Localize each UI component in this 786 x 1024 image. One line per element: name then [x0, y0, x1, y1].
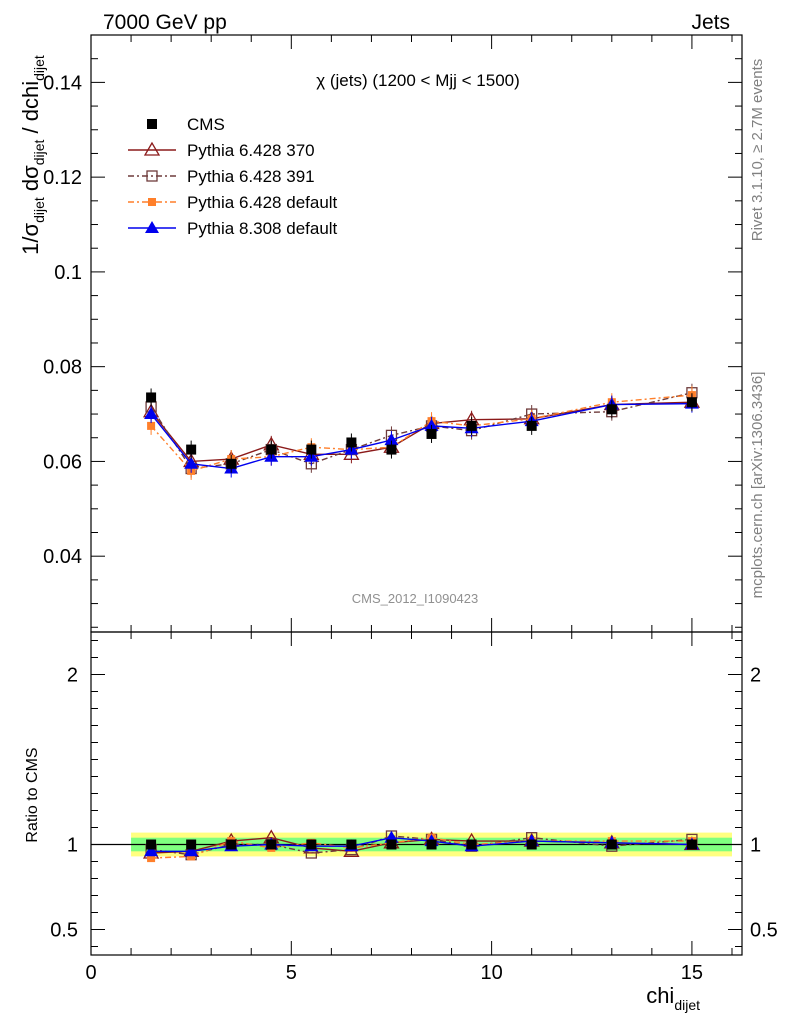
- main-series-group: [142, 383, 701, 480]
- ratio-point: [147, 854, 156, 863]
- ratio-series-cms: [146, 839, 697, 850]
- ratio-point: [686, 839, 697, 850]
- axis-ticks: 0 5 10 15 0.04 0.06 0.08 0.1 0.12 0.14 0.5 0.5 1 1 2 2: [43, 34, 778, 984]
- legend-marker: [146, 170, 158, 182]
- data-point: [266, 444, 277, 455]
- series-line: [150, 394, 692, 472]
- data-point: [426, 428, 437, 439]
- plot-title: χ (jets) (1200 < Mjj < 1500): [316, 71, 520, 90]
- header-right: Jets: [691, 11, 730, 34]
- ratio-point: [606, 839, 617, 850]
- legend-item: Pythia 6.428 370: [128, 141, 315, 160]
- legend-item: CMS: [147, 115, 225, 134]
- y-tick-label: 0.06: [43, 451, 82, 473]
- ratio-point: [266, 839, 277, 850]
- x-tick-label: 5: [286, 962, 297, 984]
- data-point: [184, 456, 199, 469]
- ratio-point: [306, 839, 317, 850]
- ratio-point: [526, 839, 537, 850]
- legend-item: Pythia 8.308 default: [128, 219, 338, 238]
- legend-marker: [145, 221, 159, 233]
- data-point: [384, 433, 399, 446]
- legend-label: Pythia 6.428 370: [187, 141, 315, 160]
- ratio-point: [386, 839, 397, 850]
- legend-label: Pythia 6.428 default: [187, 193, 338, 212]
- ratio-tick-label-right: 0.5: [750, 920, 778, 942]
- ratio-series-line: [151, 836, 692, 852]
- data-point: [466, 420, 477, 431]
- ratio-point: [426, 839, 437, 850]
- ratio-tick-label-right: 1: [750, 835, 761, 857]
- data-point: [526, 420, 537, 431]
- legend-marker: [147, 119, 157, 129]
- ratio-series-group: [142, 829, 701, 863]
- data-point: [146, 392, 157, 403]
- series-line: [150, 402, 692, 470]
- y-axis-label: 1/σdijet dσdijet / dchidijet: [18, 55, 47, 255]
- data-point: [147, 421, 156, 430]
- ratio-point: [466, 839, 477, 850]
- x-tick-label: 15: [681, 962, 703, 984]
- data-point: [686, 397, 697, 408]
- data-point: [186, 444, 197, 455]
- ratio-point: [186, 839, 197, 850]
- data-point: [606, 404, 617, 415]
- data-point: [306, 444, 317, 455]
- series-cms: [146, 388, 697, 473]
- ratio-series-line: [151, 835, 692, 856]
- ratio-point: [187, 852, 196, 861]
- legend-marker: [143, 141, 161, 156]
- y-tick-label: 0.08: [43, 357, 82, 379]
- ratio-tick-label-right: 2: [750, 665, 761, 687]
- ratio-point: [146, 839, 157, 850]
- ratio-tick-label: 0.5: [50, 920, 78, 942]
- data-point: [424, 418, 439, 431]
- ratio-panel-frame: [90, 631, 743, 956]
- ratio-point: [226, 839, 237, 850]
- legend-item: Pythia 6.428 default: [128, 193, 338, 212]
- y-tick-label: 0.1: [54, 262, 82, 284]
- ratio-y-label: Ratio to CMS: [24, 747, 41, 842]
- data-point: [144, 407, 159, 420]
- series-line: [150, 392, 693, 470]
- svg-text:1/σdijet dσdijet / dchidijet: 1/σdijet dσdijet / dchidijet: [18, 55, 47, 255]
- header-left: 7000 GeV pp: [103, 11, 227, 34]
- ratio-tick-label: 1: [67, 835, 78, 857]
- rivet-label: Rivet 3.1.10, ≥ 2.7M events: [749, 59, 766, 242]
- legend: CMS Pythia 6.428 370 Pythia 6.428 391 Pythi…: [128, 115, 338, 238]
- x-tick-label: 0: [85, 962, 96, 984]
- x-axis-label: chidijet: [646, 983, 700, 1013]
- y-tick-label: 0.14: [43, 72, 82, 94]
- legend-item: Pythia 6.428 391: [128, 167, 315, 186]
- mcplots-label: mcplots.cern.ch [arXiv:1306.3436]: [749, 372, 766, 599]
- legend-label: Pythia 8.308 default: [187, 219, 338, 238]
- legend-label: CMS: [187, 115, 225, 134]
- ratio-point: [144, 844, 159, 857]
- data-point: [386, 444, 397, 455]
- ratio-tick-label: 2: [67, 665, 78, 687]
- data-point: [226, 458, 237, 469]
- analysis-label: CMS_2012_I1090423: [352, 591, 479, 606]
- legend-label: Pythia 6.428 391: [187, 167, 315, 186]
- y-tick-label: 0.04: [43, 546, 82, 568]
- ratio-point: [346, 839, 357, 850]
- y-tick-label: 0.12: [43, 167, 82, 189]
- data-point: [346, 437, 357, 448]
- ratio-series-line: [151, 836, 692, 859]
- legend-marker: [148, 198, 156, 206]
- x-tick-label: 10: [480, 962, 502, 984]
- ratio-point: [184, 844, 199, 857]
